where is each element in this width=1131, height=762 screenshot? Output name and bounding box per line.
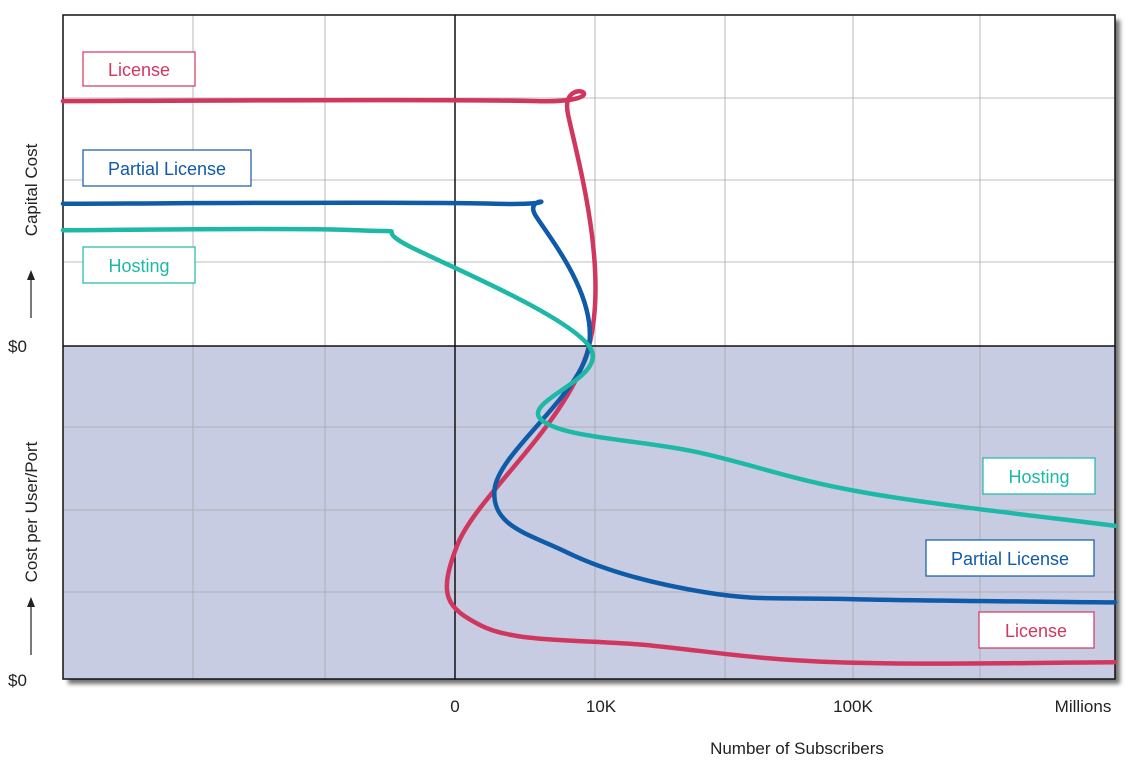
svg-text:Hosting: Hosting	[1008, 467, 1069, 487]
up-arrow-icon	[27, 597, 35, 655]
y-axis-title-upper: Capital Cost	[22, 143, 41, 236]
y-axis-title-lower-group: Cost per User/Port	[22, 441, 41, 582]
y-axis-title-upper-group: Capital Cost	[22, 143, 41, 236]
svg-text:License: License	[1005, 621, 1067, 641]
legend-label-partial-right: Partial License	[925, 539, 1095, 577]
y-axis-title-lower: Cost per User/Port	[22, 441, 41, 582]
x-axis-title: Number of Subscribers	[710, 739, 884, 758]
plot-frame	[62, 14, 1116, 680]
x-tick-label: 0	[450, 697, 459, 716]
x-tick-label: 100K	[833, 697, 873, 716]
series-curves	[60, 89, 1118, 666]
y-tick-label: $0	[8, 337, 27, 356]
svg-text:License: License	[108, 60, 170, 80]
series-line-partial	[60, 199, 1118, 605]
svg-text:Hosting: Hosting	[108, 256, 169, 276]
legend-label-license-right: License	[978, 611, 1095, 649]
x-tick-label: 10K	[586, 697, 617, 716]
series-line-hosting	[60, 226, 1118, 529]
legend-label-hosting-left: Hosting	[82, 246, 196, 284]
y-tick-label: $0	[8, 671, 27, 690]
svg-text:Partial License: Partial License	[951, 549, 1069, 569]
up-arrow-icon	[27, 270, 35, 318]
cost-per-user-region	[63, 346, 1115, 679]
legend-label-license-left: License	[82, 51, 196, 87]
legend-label-hosting-right: Hosting	[982, 457, 1096, 495]
svg-text:Partial License: Partial License	[108, 159, 226, 179]
x-tick-label: Millions	[1055, 697, 1112, 716]
legend-label-partial-left: Partial License	[82, 149, 252, 187]
